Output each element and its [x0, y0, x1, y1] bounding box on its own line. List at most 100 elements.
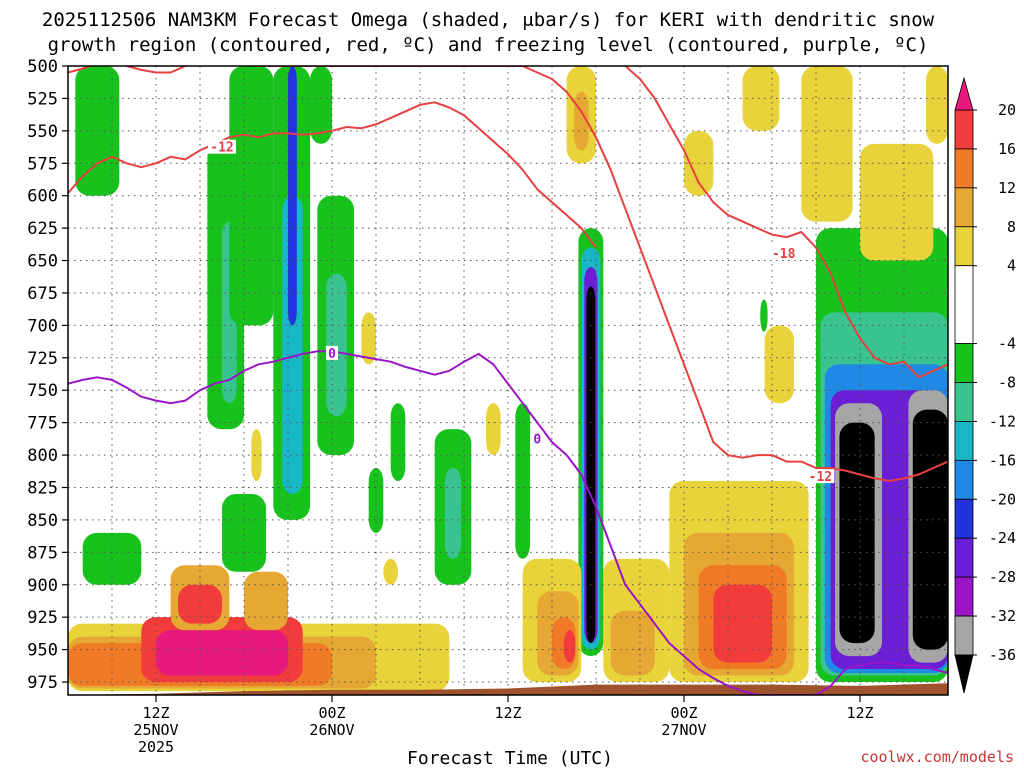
chart-title-line1: 2025112506 NAM3KM Forecast Omega (shaded…	[42, 9, 935, 31]
colorbar-label--4: -4	[998, 335, 1016, 353]
y-tick-label-825: 825	[27, 478, 58, 498]
colorbar-label--36: -36	[989, 646, 1016, 664]
y-tick-label-975: 975	[27, 673, 58, 693]
y-tick-label-625: 625	[27, 219, 58, 239]
contour-label-bg-1	[769, 246, 798, 261]
y-tick-label-550: 550	[27, 122, 58, 142]
colorbar-bin--8	[954, 343, 974, 383]
x-tick-time-6: 12Z	[142, 704, 169, 722]
colorbar-bin-4	[954, 226, 974, 267]
contour-label-0: -12	[210, 141, 233, 156]
contour-label-2: -12	[809, 470, 832, 485]
omega-cell-descent-sfc-m2	[178, 584, 222, 624]
omega-cell-descent-sfc-m3	[244, 571, 288, 631]
omega-cell-descent-low-j4	[563, 630, 576, 663]
colorbar-label-4: 4	[1007, 257, 1016, 275]
omega-cell-descent-small-p	[383, 558, 398, 585]
contour-dgz-minus12-lower	[68, 66, 948, 482]
omega-cell-ascent-mid-j-core	[444, 468, 462, 559]
y-tick-label-600: 600	[27, 187, 58, 207]
omega-cell-descent-upper-d	[801, 66, 853, 222]
contour-label-1: -18	[772, 247, 796, 262]
y-tick-label-750: 750	[27, 381, 58, 401]
y-tick-label-950: 950	[27, 641, 58, 661]
x-tick-date-18: 26NOV	[309, 721, 354, 739]
chart-title-line2: growth region (contoured, red, ºC) and f…	[48, 34, 929, 56]
colorbar-bin--24	[954, 498, 974, 539]
y-tick-label-575: 575	[27, 154, 58, 174]
x-tick-time-42: 00Z	[670, 704, 697, 722]
colorbar-bin--4	[954, 265, 974, 344]
colorbar-label-16: 16	[998, 140, 1016, 158]
colorbar-bin--12	[954, 382, 974, 422]
omega-cell-ascent-late-core-2	[912, 409, 948, 650]
y-tick-label-650: 650	[27, 252, 58, 272]
colorbar-label-20: 20	[998, 101, 1016, 119]
omega-cell-descent-upper-c	[742, 66, 780, 131]
omega-cell-descent-mid-g	[764, 325, 794, 404]
omega-cell-ascent-column-d	[310, 66, 332, 144]
colorbar-bin--32	[954, 576, 974, 617]
y-tick-label-775: 775	[27, 414, 58, 434]
colorbar-label--28: -28	[989, 568, 1016, 586]
x-tick-time-30: 12Z	[494, 704, 521, 722]
colorbar-label-12: 12	[998, 179, 1016, 197]
omega-cell-ascent-low-h	[368, 468, 384, 533]
contour-label-bg-2	[806, 469, 835, 484]
x-tick-date-6: 25NOV	[133, 721, 178, 739]
colorbar-label-8: 8	[1007, 218, 1016, 236]
contour-label-3: 0	[328, 347, 336, 362]
omega-cell-ascent-mid-e-core	[326, 273, 347, 417]
contour-label-bg-4	[531, 431, 544, 446]
colorbar-label--16: -16	[989, 451, 1016, 469]
omega-cell-descent-small-o	[251, 429, 262, 482]
y-tick-label-725: 725	[27, 349, 58, 369]
colorbar-bin--16	[954, 421, 974, 461]
omega-cell-ascent-mid-k	[515, 403, 530, 559]
omega-cell-ascent-jet-l-core	[586, 286, 596, 644]
omega-cell-ascent-small-m	[760, 299, 768, 332]
colorbar: 20 16 12 8 4 -4 -8 -12 -16 -20 -24 -28 -32 -36	[954, 76, 1016, 694]
colorbar-bin--36	[954, 615, 974, 656]
contour-label-bg-3	[326, 345, 338, 360]
contour-label-bg-0	[208, 139, 236, 154]
plot-area: -12 -18 -12 0 0 500 525 550 575 600 625 650 675 700 72…	[27, 57, 949, 756]
colorbar-bin-8	[954, 187, 974, 228]
colorbar-label--12: -12	[989, 412, 1016, 430]
contour-lines: -12 -18 -12 0 0	[68, 66, 948, 695]
contour-label-4: 0	[533, 433, 541, 448]
omega-cell-descent-low-k2	[610, 610, 655, 676]
colorbar-label--8: -8	[998, 374, 1016, 392]
colorbar-bin-12	[954, 148, 974, 189]
y-tick-label-800: 800	[27, 446, 58, 466]
colorbar-label--24: -24	[989, 529, 1016, 547]
colorbar-bin-16	[954, 109, 974, 150]
y-tick-label-850: 850	[27, 511, 58, 531]
x-tick-year-6: 2025	[138, 738, 174, 756]
omega-cell-ascent-column-c-core	[282, 195, 303, 494]
y-tick-label-525: 525	[27, 89, 58, 109]
colorbar-arrow-top	[954, 76, 974, 111]
colorbar-bin--28	[954, 537, 974, 578]
x-tick-date-42: 27NOV	[661, 721, 706, 739]
contour-dgz-minus18	[624, 66, 948, 379]
x-tick-time-54: 12Z	[846, 704, 873, 722]
omega-cell-descent-mid-i3	[713, 584, 772, 663]
omega-cell-descent-upper-e	[860, 143, 934, 261]
omega-cell-ascent-low-g	[222, 493, 266, 572]
omega-cell-ascent-late-core-1	[839, 422, 875, 644]
colorbar-label--20: -20	[989, 490, 1016, 508]
colorbar-label--32: -32	[989, 607, 1016, 625]
credit-label: coolwx.com/models	[860, 748, 1014, 766]
y-tick-label-900: 900	[27, 576, 58, 596]
y-tick-label-700: 700	[27, 316, 58, 336]
y-tick-label-875: 875	[27, 543, 58, 563]
omega-cell-descent-small-n	[361, 312, 376, 365]
x-tick-time-18: 00Z	[318, 704, 345, 722]
omega-cell-ascent-low-i	[390, 403, 406, 482]
omega-cell-ascent-column-b	[229, 66, 274, 326]
y-tick-label-500: 500	[27, 57, 58, 77]
omega-cell-ascent-column-c-jet	[288, 66, 297, 326]
